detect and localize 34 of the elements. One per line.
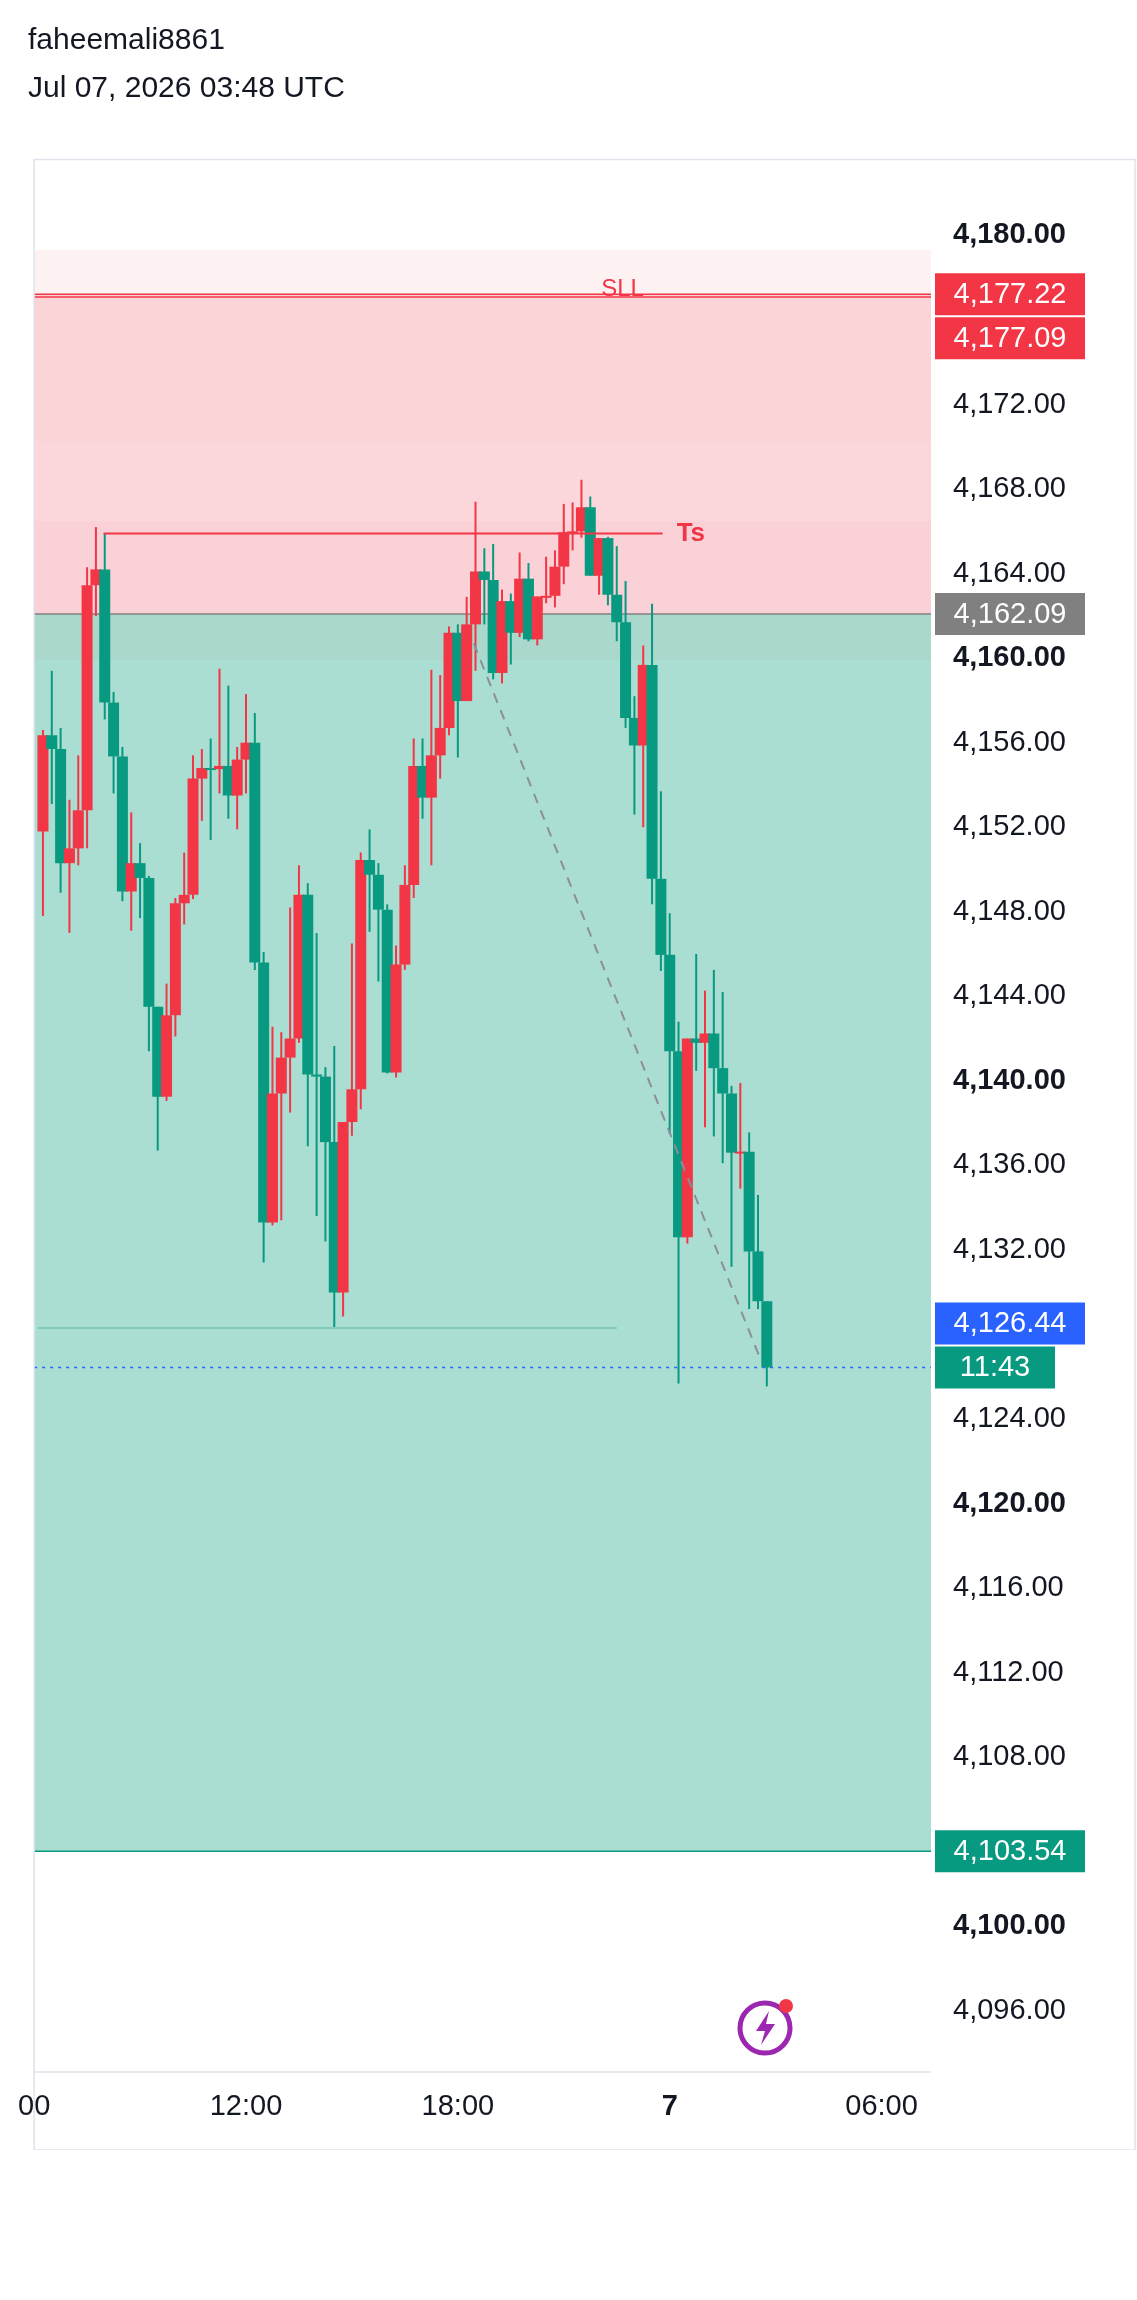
y-tick-label: 4,140.00 xyxy=(953,1062,1066,1095)
y-tick-label: 4,156.00 xyxy=(953,724,1066,757)
y-tick-label: 4,112.00 xyxy=(953,1654,1064,1687)
text: 4,103.54 xyxy=(953,1834,1067,1867)
y-tick-label: 4,152.00 xyxy=(953,809,1066,842)
y-tick-label: 4,116.00 xyxy=(953,1570,1064,1603)
y-tick-label: 4,124.00 xyxy=(953,1400,1066,1433)
text: 4,177.22 xyxy=(953,277,1067,310)
candlestick xyxy=(205,737,217,841)
chart-subtitle: Jul 07, 2026 03:48 UTC xyxy=(28,70,345,104)
x-tick-label: 12:00 xyxy=(209,2089,283,2122)
series-label: Ts xyxy=(676,516,706,547)
y-tick-label: 4,144.00 xyxy=(953,978,1066,1011)
y-tick-label: 4,120.00 xyxy=(953,1485,1066,1518)
x-tick-label: 7 xyxy=(661,2089,678,2122)
text: 4,126.44 xyxy=(953,1306,1067,1339)
x-tick-label: 00 xyxy=(18,2089,51,2122)
y-tick-label: 4,180.00 xyxy=(953,217,1066,250)
y-tick-label: 4,168.00 xyxy=(953,471,1066,504)
y-tick-label: 4,132.00 xyxy=(953,1231,1066,1264)
y-tick-label: 4,172.00 xyxy=(953,386,1066,419)
y-tick-label: 4,160.00 xyxy=(953,640,1066,673)
y-tick-label: 4,096.00 xyxy=(953,1992,1066,2025)
y-tick-label: 4,164.00 xyxy=(953,555,1066,588)
y-tick-label: 4,108.00 xyxy=(953,1739,1066,1772)
text: 11:43 xyxy=(959,1350,1031,1383)
y-tick-label: 4,136.00 xyxy=(953,1147,1066,1180)
x-tick-label: 06:00 xyxy=(845,2089,918,2122)
chart-title: faheemali8861 xyxy=(28,22,225,56)
text: 4,162.09 xyxy=(953,596,1067,629)
text: 4,177.09 xyxy=(953,321,1067,354)
y-tick-label: 4,100.00 xyxy=(953,1908,1066,1941)
x-tick-label: 18:00 xyxy=(421,2089,495,2122)
y-tick-label: 4,148.00 xyxy=(953,893,1066,926)
